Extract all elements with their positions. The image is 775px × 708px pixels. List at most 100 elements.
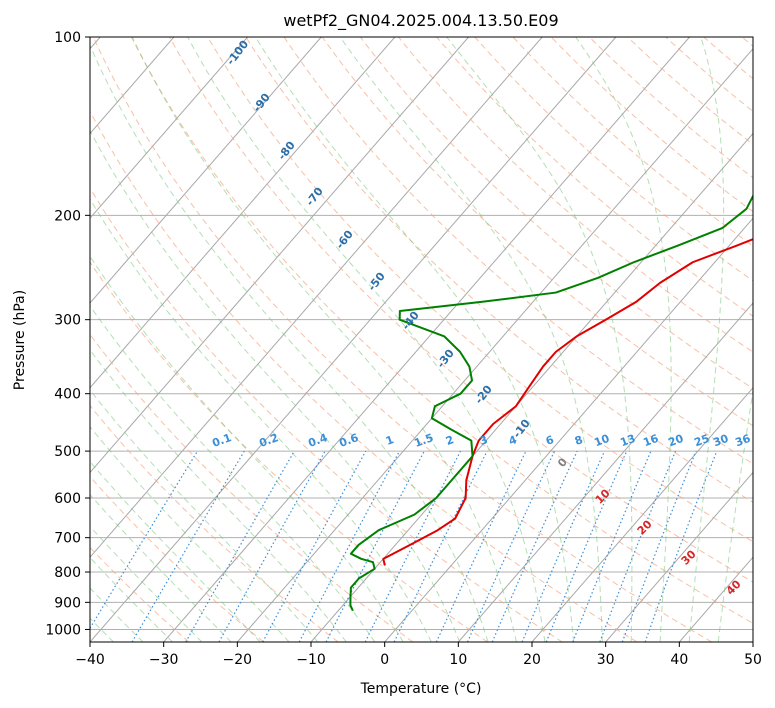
- y-tick-label: 800: [54, 565, 81, 581]
- mixing-ratio-line: [644, 450, 718, 642]
- dry-adiabat-label: 40: [724, 577, 744, 597]
- dry-adiabat-line: [245, 37, 753, 503]
- moist-adiabat-line: [131, 37, 517, 642]
- moist-adiabat-line: [90, 525, 203, 642]
- mixing-ratio-line: [90, 450, 198, 630]
- dry-adiabat-line: [130, 37, 753, 624]
- dry-adiabat-line: [512, 37, 753, 247]
- isotherm-line: [90, 37, 248, 220]
- y-tick-label: 900: [54, 595, 81, 611]
- dry-adiabat-line: [665, 37, 753, 112]
- isotherm-label: -30: [434, 347, 457, 371]
- moist-adiabat-line: [575, 37, 672, 642]
- dry-adiabat-line: [359, 37, 753, 390]
- mixing-ratio-label: 0.1: [210, 431, 233, 450]
- x-tick-label: −40: [75, 652, 105, 668]
- x-tick-label: 50: [744, 652, 762, 668]
- chart-title: wetPf2_GN04.2025.004.13.50.E09: [283, 11, 558, 31]
- isotherm-label: -90: [250, 91, 273, 115]
- mixing-ratio-line: [185, 450, 295, 642]
- x-tick-label: 40: [670, 652, 688, 668]
- y-tick-label: 100: [54, 30, 81, 46]
- mixing-ratio-line: [131, 450, 245, 642]
- y-tick-label: 500: [54, 444, 81, 460]
- isotherm-line: [90, 37, 469, 474]
- x-tick-label: −10: [296, 652, 326, 668]
- mixing-ratio-label: 6: [544, 433, 556, 448]
- moist-adiabat-line: [255, 37, 575, 642]
- moist-adiabat-line: [90, 460, 261, 642]
- dry-adiabat-line: [169, 37, 753, 583]
- x-tick-label: 30: [597, 652, 615, 668]
- plot-frame: [89, 36, 754, 643]
- moist-adiabat-line: [339, 37, 603, 642]
- moist-adiabat-line: [90, 389, 319, 642]
- isotherm-label: 0: [555, 455, 570, 469]
- dry-adiabat-line: [588, 37, 753, 179]
- moist-adiabat-line: [90, 426, 290, 642]
- dry-adiabat-line: [321, 37, 753, 427]
- moist-adiabat-line: [90, 305, 376, 642]
- mixing-ratio-label: 0.6: [337, 431, 360, 450]
- mixing-ratio-label: 25: [692, 432, 711, 449]
- moist-adiabat-line: [446, 37, 633, 642]
- y-axis-title: Pressure (hPa): [12, 290, 28, 390]
- mixing-ratio-line: [466, 450, 556, 642]
- y-tick-label: 200: [54, 208, 81, 224]
- mixing-ratio-label: 16: [641, 432, 660, 450]
- mixing-ratio-line: [393, 450, 488, 642]
- x-tick-label: −30: [149, 652, 179, 668]
- dry-adiabat-line: [90, 333, 414, 642]
- dry-adiabat-line: [90, 187, 563, 642]
- dry-adiabat-line: [474, 37, 753, 282]
- temperature-profile-line: [382, 238, 753, 566]
- isotherm-line: [752, 641, 753, 642]
- isotherm-line: [457, 302, 753, 642]
- dry-adiabat-line: [398, 37, 753, 353]
- x-tick-label: 10: [449, 652, 467, 668]
- mixing-ratio-line: [491, 450, 578, 642]
- mixing-ratio-label: 1: [384, 433, 396, 448]
- dry-adiabat-line: [283, 37, 753, 465]
- isotherm-line: [163, 37, 690, 642]
- moist-adiabat-line: [90, 129, 461, 642]
- isotherm-label: -50: [365, 270, 388, 294]
- isotherm-line: [90, 37, 617, 642]
- mixing-ratio-label: 36: [733, 432, 752, 450]
- dry-adiabat-line: [90, 110, 638, 642]
- moist-adiabat-line: [688, 37, 725, 642]
- mixing-ratio-label: 30: [711, 432, 730, 450]
- isotherm-line: [236, 48, 753, 642]
- mixing-ratio-label: 1.5: [412, 431, 435, 450]
- x-axis-title: Temperature (°C): [360, 681, 482, 697]
- isotherm-line: [531, 387, 753, 642]
- mixing-ratio-label: 13: [618, 432, 637, 449]
- isotherm-line: [384, 217, 753, 642]
- mixing-ratio-label: 4: [507, 433, 519, 448]
- moist-adiabat-line: [90, 255, 404, 642]
- mixing-ratio-label: 2: [444, 433, 456, 448]
- y-tick-label: 300: [54, 313, 81, 329]
- x-tick-label: −20: [223, 652, 253, 668]
- dry-adiabat-line: [436, 37, 753, 317]
- dry-adiabat-line: [741, 37, 753, 47]
- moist-adiabat-line: [187, 37, 546, 642]
- y-tick-label: 700: [54, 531, 81, 547]
- mixing-ratio-label: 8: [573, 433, 585, 448]
- isotherm-label: -100: [224, 38, 251, 68]
- isotherm-line: [310, 132, 753, 642]
- dry-adiabat-line: [550, 37, 753, 213]
- mixing-ratio-line: [435, 450, 527, 642]
- isotherm-label: -20: [472, 383, 495, 407]
- mixing-ratio-label: 20: [666, 432, 685, 450]
- x-tick-label: 0: [380, 652, 389, 668]
- mixing-ratio-line: [545, 450, 628, 642]
- mixing-ratio-label: 0.2: [257, 431, 280, 450]
- y-tick-label: 1000: [45, 622, 81, 638]
- moist-adiabat-line: [90, 198, 432, 642]
- dry-adiabat-line: [92, 37, 712, 642]
- mixing-ratio-line: [572, 450, 652, 642]
- mixing-ratio-label: 10: [592, 432, 611, 450]
- y-tick-label: 400: [54, 387, 81, 403]
